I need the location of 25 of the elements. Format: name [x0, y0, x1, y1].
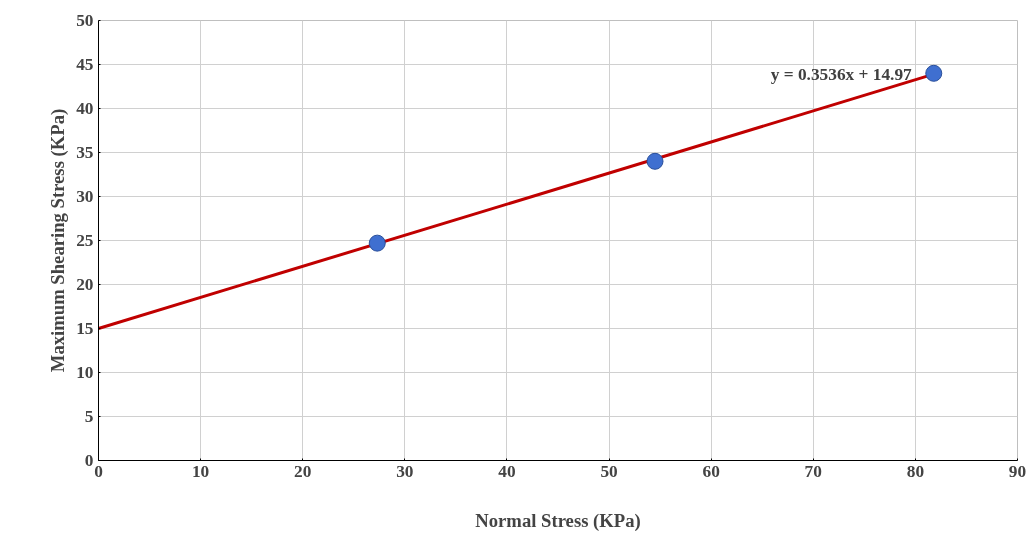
- x-tick-label: 80: [906, 461, 925, 481]
- y-tick-label: 25: [76, 231, 94, 250]
- y-tick-label: 30: [76, 187, 94, 206]
- x-tick-label: 70: [804, 461, 822, 481]
- annotation: y = 0.3536x + 14.97: [770, 64, 913, 84]
- y-tick-label: 20: [76, 275, 94, 294]
- y-tick-label: 10: [76, 363, 94, 382]
- y-tick-label: 45: [76, 55, 94, 74]
- y-tick-label: 35: [76, 143, 94, 162]
- y-axis-title: Maximum Shearing Stress (KPa): [47, 108, 70, 373]
- y-tick-label: 50: [76, 11, 94, 30]
- x-tick-label: 30: [396, 461, 414, 481]
- x-tick-label: 20: [294, 461, 312, 481]
- x-tick-label: 10: [191, 461, 210, 481]
- y-tick-label: 5: [84, 407, 94, 426]
- point: [646, 152, 664, 170]
- point: [925, 64, 943, 82]
- x-tick-label: 90: [1008, 461, 1026, 481]
- x-tick-label: 40: [498, 461, 516, 481]
- point: [368, 234, 386, 252]
- x-tick-label: 60: [702, 461, 720, 481]
- y-tick-label: 40: [76, 99, 94, 118]
- y-tick-label: 15: [76, 319, 94, 338]
- x-axis-title: Normal Stress (KPa): [475, 509, 641, 532]
- x-tick-label: 50: [600, 461, 618, 481]
